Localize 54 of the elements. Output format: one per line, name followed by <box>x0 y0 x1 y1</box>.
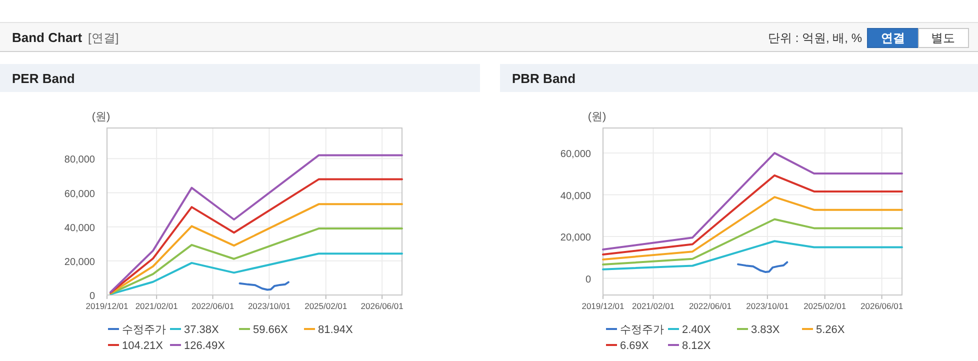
legend-label: 59.66X <box>253 324 289 336</box>
legend-label: 37.38X <box>184 324 220 336</box>
x-tick-label: 2026/06/01 <box>860 301 904 311</box>
y-tick-label: 20,000 <box>560 232 592 244</box>
x-tick-label: 2022/06/01 <box>192 301 234 311</box>
text: [연결] <box>88 31 119 45</box>
y-tick-label: 0 <box>585 274 592 286</box>
line-series <box>110 154 403 294</box>
y-tick-label: 20,000 <box>64 256 96 268</box>
text: Band Chart <box>12 30 83 45</box>
line-series <box>110 203 403 294</box>
line-series <box>110 178 403 294</box>
x-tick-label: 2025/02/01 <box>304 301 348 311</box>
legend-label: 수정주가 <box>620 324 664 336</box>
legend-label: 5.26X <box>816 324 846 336</box>
legend-label: 수정주가 <box>122 324 166 336</box>
line-series <box>737 261 788 274</box>
legend-label: 8.12X <box>682 340 712 352</box>
chart-title: PBR Band <box>512 71 576 86</box>
x-tick-label: 2023/10/01 <box>248 301 291 311</box>
y-tick-label: 0 <box>89 291 96 302</box>
chart-title: PER Band <box>12 71 75 86</box>
legend-label: 6.69X <box>620 340 650 352</box>
x-tick-label: 2019/12/01 <box>86 301 129 311</box>
text: 단위 : 억원, 배, % <box>768 31 862 45</box>
x-tick-label: 2021/02/01 <box>632 301 675 311</box>
line-series <box>602 240 903 270</box>
y-axis-title: (원) <box>92 111 110 123</box>
line-series <box>602 174 903 256</box>
x-tick-label: 2026/06/01 <box>360 301 404 311</box>
text: 연결 <box>881 31 905 45</box>
line-series <box>602 196 903 261</box>
legend-label: 126.49X <box>184 340 226 352</box>
legend-label: 3.83X <box>751 324 780 336</box>
legend-label: 104.21X <box>122 340 164 352</box>
legend-label: 81.94X <box>318 324 354 336</box>
y-tick-label: 80,000 <box>64 154 96 166</box>
x-tick-label: 2021/02/01 <box>135 301 178 311</box>
line-series <box>238 281 290 291</box>
line-series <box>110 252 403 296</box>
x-tick-label: 2023/10/01 <box>746 301 789 311</box>
y-tick-label: 40,000 <box>64 222 96 234</box>
x-tick-label: 2022/06/01 <box>688 301 732 311</box>
legend-label: 2.40X <box>682 324 712 336</box>
y-tick-label: 60,000 <box>64 188 96 200</box>
y-axis-title: (원) <box>588 111 606 123</box>
text: 별도 <box>931 31 955 45</box>
line-series <box>602 152 903 250</box>
x-tick-label: 2025/02/01 <box>804 301 846 311</box>
line-series <box>110 228 403 295</box>
y-tick-label: 60,000 <box>560 149 592 160</box>
x-tick-label: 2019/12/01 <box>582 301 625 311</box>
y-tick-label: 40,000 <box>560 190 592 202</box>
line-series <box>602 218 903 266</box>
